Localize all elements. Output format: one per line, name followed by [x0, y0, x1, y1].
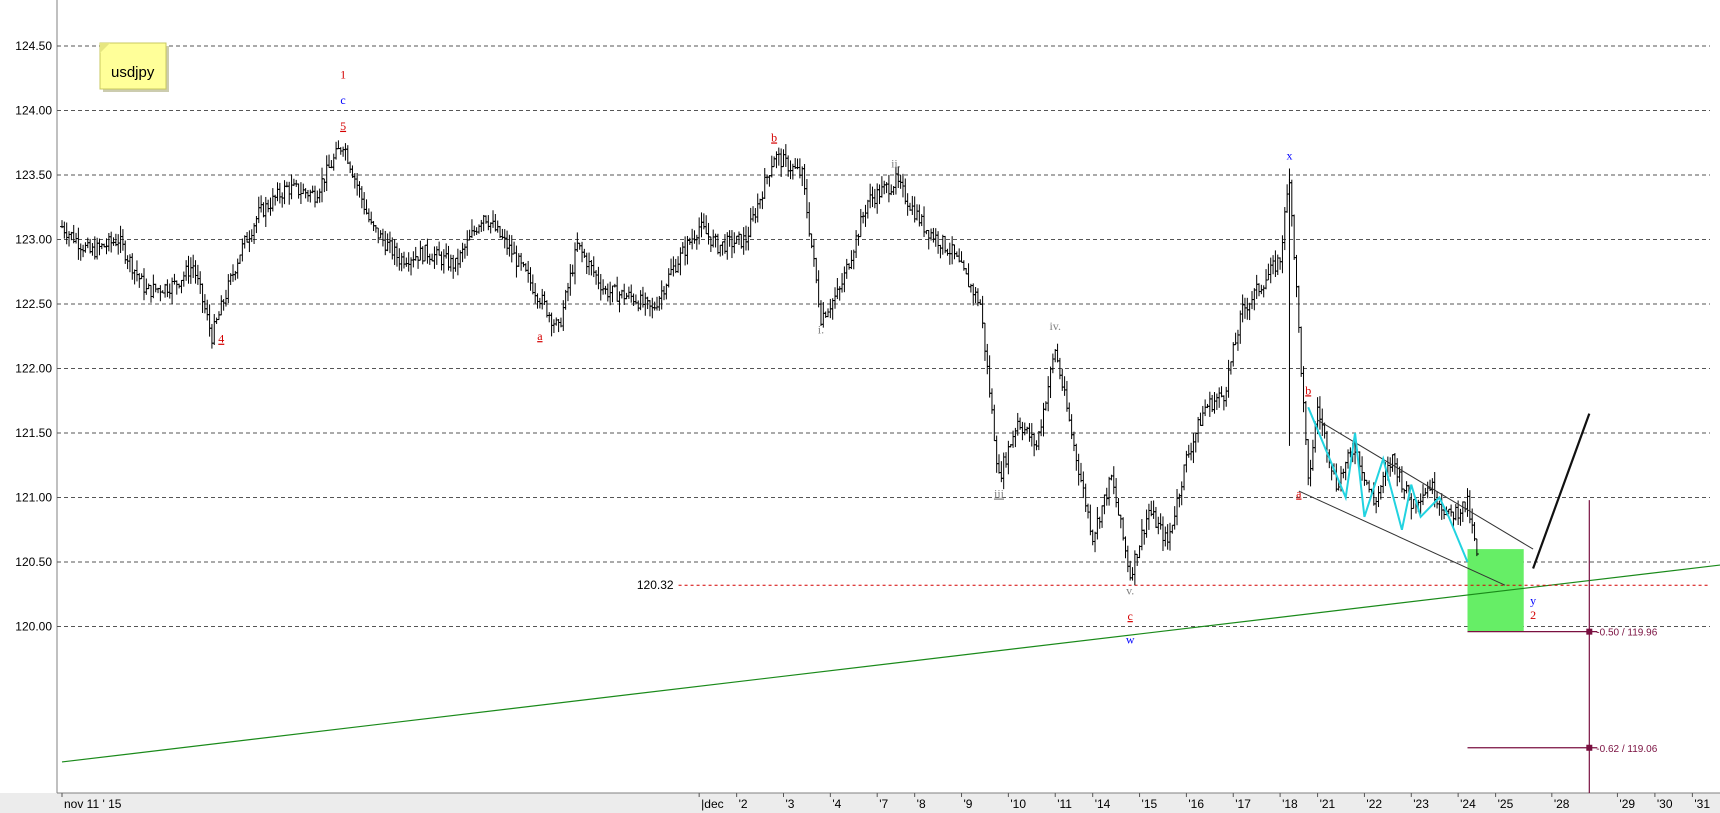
x-tick-label: '30	[1657, 797, 1673, 811]
y-tick-label: 120.00	[15, 620, 52, 634]
trendlines-layer: 120.32	[61, 564, 1720, 763]
x-tick-label: '22	[1366, 797, 1382, 811]
wave-label: c	[340, 93, 345, 107]
wave-label: a	[537, 329, 543, 343]
wave-label: b	[771, 130, 777, 144]
projection-line	[1532, 413, 1591, 569]
wave-label: iii	[994, 487, 1005, 501]
fib-level-label: -0.50 / 119.96	[1596, 628, 1657, 639]
wave-label: c	[1128, 609, 1133, 623]
x-tick-label: '23	[1413, 797, 1429, 811]
fib-level-label: -0.62 / 119.06	[1596, 744, 1657, 755]
x-tick-label: '29	[1619, 797, 1635, 811]
y-tick-label: 121.00	[15, 491, 52, 505]
wave-label: i.	[818, 323, 824, 337]
grid-lines	[57, 45, 1710, 627]
y-tick-label: 124.50	[15, 39, 52, 53]
wave-label: 4	[218, 332, 224, 346]
x-tick-label: '4	[832, 797, 841, 811]
x-tick-label: '21	[1320, 797, 1336, 811]
y-tick-label: 123.00	[15, 233, 52, 247]
x-tick-labels: nov 11 ' 15 |dec '2 '3 '4 '7 '8 '9 '10 '11 '14 '15 '…	[61, 793, 1710, 811]
cyan-zigzag	[1307, 406, 1469, 563]
y-tick-label: 120.50	[15, 555, 52, 569]
y-tick-label: 121.50	[15, 426, 52, 440]
channel-upper-line	[1317, 419, 1534, 550]
wave-label: ii.	[891, 156, 901, 170]
x-tick-label: '8	[917, 797, 926, 811]
x-tick-label: '14	[1095, 797, 1111, 811]
wave-label: w	[1126, 632, 1135, 646]
x-tick-label: '10	[1010, 797, 1026, 811]
x-tick-label: '17	[1235, 797, 1251, 811]
x-tick-label: '15	[1142, 797, 1158, 811]
y-tick-label: 122.50	[15, 297, 52, 311]
wave-label: y	[1530, 594, 1536, 608]
y-tick-label: 122.00	[15, 362, 52, 376]
y-axis-panel	[0, 0, 57, 793]
target-zone-layer	[1467, 549, 1524, 632]
price-bars-layer	[60, 140, 1479, 586]
symbol-note[interactable]: usdjpy	[99, 42, 169, 92]
y-tick-labels: 124.50 124.00 123.50 123.00 122.50 122.00 121.…	[15, 39, 52, 634]
wave-label: x	[1286, 149, 1292, 163]
x-tick-label: '9	[964, 797, 973, 811]
x-tick-label: '11	[1057, 797, 1072, 811]
wave-label: 5	[340, 119, 346, 133]
x-tick-label: |dec	[701, 797, 723, 811]
fib-level-marker	[1586, 628, 1593, 635]
wave-label: a	[1296, 487, 1302, 501]
x-tick-label: '24	[1460, 797, 1476, 811]
x-tick-label: '28	[1554, 797, 1570, 811]
y-tick-label: 124.00	[15, 104, 52, 118]
y-tick-label: 123.50	[15, 168, 52, 182]
x-tick-label: '25	[1498, 797, 1514, 811]
wave-label: v.	[1126, 583, 1134, 597]
overlay-lines-layer: -0.50 / 119.96 -0.62 / 119.06	[1298, 406, 1658, 793]
x-tick-label: '2	[739, 797, 748, 811]
x-tick-label: nov 11 ' 15	[64, 797, 122, 811]
fib-level-marker	[1586, 744, 1593, 751]
wave-label: 1	[340, 67, 346, 81]
wave-label: b	[1305, 383, 1311, 397]
x-tick-label: '31	[1694, 797, 1710, 811]
x-tick-label: '3	[785, 797, 794, 811]
wave-label: 2	[1530, 608, 1536, 622]
x-axis-panel	[0, 793, 1720, 813]
green-trendline	[61, 564, 1720, 763]
support-level-label: 120.32	[637, 578, 674, 592]
x-tick-label: '7	[879, 797, 888, 811]
wave-label: iv.	[1049, 319, 1061, 333]
channel-lower-line	[1298, 490, 1506, 586]
x-tick-label: '16	[1188, 797, 1204, 811]
x-tick-label: '18	[1282, 797, 1298, 811]
target-zone	[1467, 549, 1524, 632]
symbol-note-text: usdjpy	[111, 64, 155, 81]
